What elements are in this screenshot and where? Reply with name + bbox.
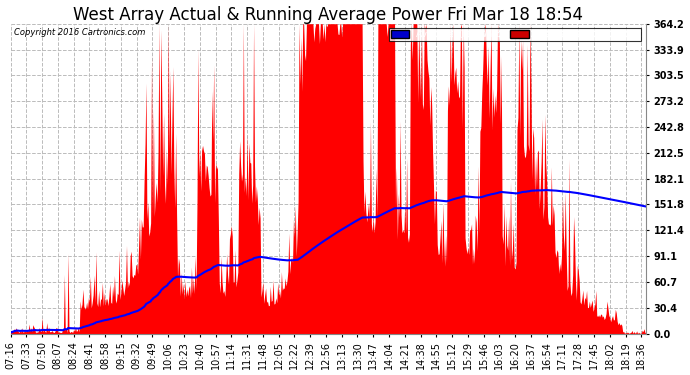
Text: Copyright 2016 Cartronics.com: Copyright 2016 Cartronics.com bbox=[14, 28, 145, 38]
Legend: Average  (DC Watts), West Array  (DC Watts): Average (DC Watts), West Array (DC Watts… bbox=[389, 28, 642, 41]
Title: West Array Actual & Running Average Power Fri Mar 18 18:54: West Array Actual & Running Average Powe… bbox=[73, 6, 583, 24]
